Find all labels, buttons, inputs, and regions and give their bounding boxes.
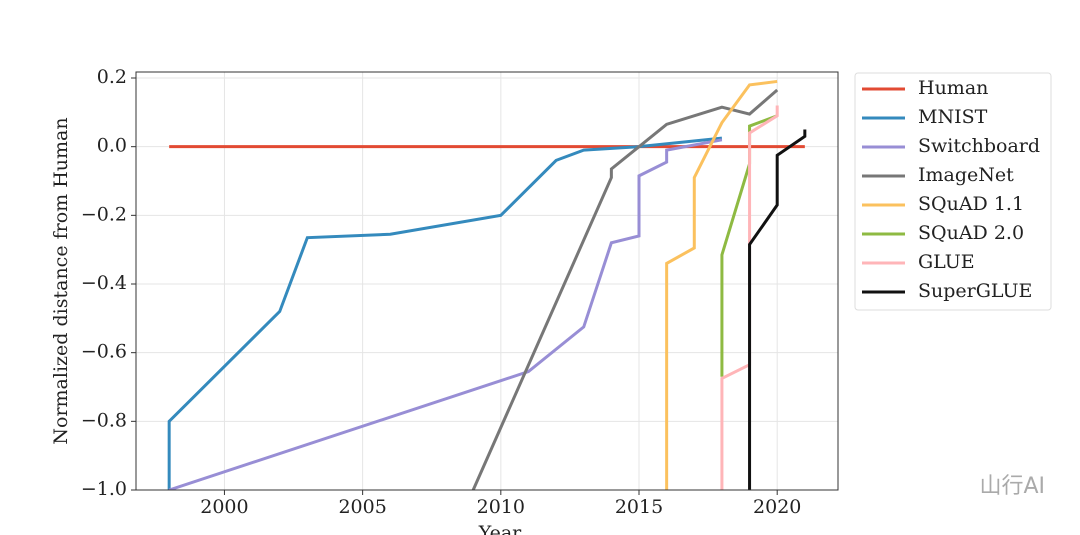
y-tick-label: 0.0 <box>97 135 127 157</box>
legend-box <box>854 72 1052 311</box>
plot-frame <box>135 71 839 491</box>
series-line <box>168 138 723 490</box>
y-tick-label: −1.0 <box>81 478 127 500</box>
series-line <box>471 88 779 490</box>
legend-label: SuperGLUE <box>918 280 1032 302</box>
legend-label: GLUE <box>918 251 975 273</box>
legend-label: SQuAD 1.1 <box>918 193 1024 215</box>
legend-label: Switchboard <box>918 135 1040 157</box>
x-tick-label: 2005 <box>338 496 386 518</box>
watermark: 山行AI <box>979 474 1045 499</box>
series-line <box>665 79 778 490</box>
x-tick-label: 2015 <box>615 496 663 518</box>
y-tick-label: −0.6 <box>81 341 127 363</box>
y-tick-label: 0.2 <box>97 66 127 88</box>
y-tick-label: −0.8 <box>81 409 127 431</box>
y-tick-label: −0.2 <box>81 203 127 225</box>
x-axis-label: Year <box>478 522 522 535</box>
x-tick-label: 2000 <box>200 496 248 518</box>
x-tick-label: 2020 <box>753 496 801 518</box>
series-line <box>167 136 723 490</box>
y-tick-label: −0.4 <box>81 272 127 294</box>
legend-label: ImageNet <box>918 164 1014 186</box>
legend-label: SQuAD 2.0 <box>918 222 1024 244</box>
y-axis-label: Normalized distance from Human <box>50 117 72 444</box>
legend-label: MNIST <box>918 106 988 128</box>
legend-label: Human <box>918 77 988 99</box>
series-line <box>748 129 807 490</box>
x-tick-label: 2010 <box>477 496 525 518</box>
